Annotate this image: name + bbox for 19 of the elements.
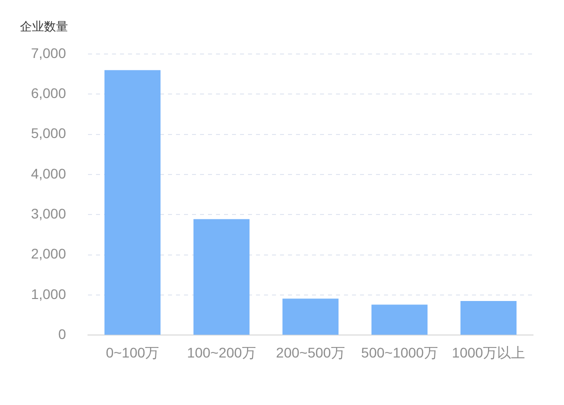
y-tick-label: 5,000: [30, 125, 66, 142]
bar: [282, 298, 339, 335]
y-tick-label: 4,000: [30, 165, 66, 182]
x-tick-label: 200~500万: [276, 344, 345, 360]
bar: [193, 219, 250, 335]
x-tick-label: 0~100万: [106, 344, 160, 360]
x-tick-label: 1000万以上: [452, 344, 526, 360]
y-axis-title: 企业数量: [20, 19, 68, 34]
y-tick-label: 1,000: [30, 286, 66, 302]
bar: [104, 70, 161, 335]
x-tick-label: 100~200万: [187, 344, 256, 360]
bar: [371, 304, 428, 335]
y-tick-label: 3,000: [30, 206, 66, 222]
y-tick-label: 6,000: [30, 85, 66, 102]
x-tick-label: 500~1000万: [361, 344, 438, 360]
y-tick-label: 7,000: [30, 44, 66, 61]
y-tick-label: 0: [58, 326, 66, 342]
y-tick-label: 2,000: [30, 246, 66, 262]
bar: [460, 301, 517, 335]
